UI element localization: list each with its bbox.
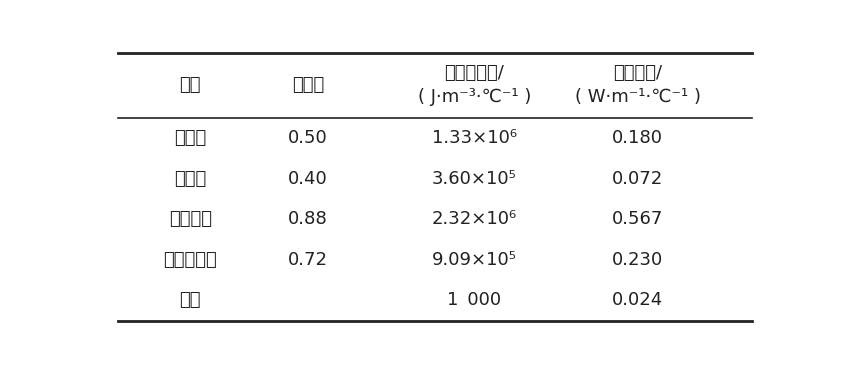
Text: 空气: 空气 (180, 292, 201, 309)
Text: 0.072: 0.072 (612, 170, 663, 188)
Text: 醋酸纤维段: 醋酸纤维段 (164, 251, 217, 269)
Text: 0.72: 0.72 (288, 251, 328, 269)
Text: 0.180: 0.180 (612, 129, 663, 147)
Text: 聚乳酸段: 聚乳酸段 (169, 210, 212, 228)
Text: 0.88: 0.88 (288, 210, 328, 228)
Text: 空隙率: 空隙率 (292, 77, 324, 94)
Text: 1.33×10⁶: 1.33×10⁶ (432, 129, 517, 147)
Text: 9.09×10⁵: 9.09×10⁵ (432, 251, 517, 269)
Text: 0.230: 0.230 (612, 251, 663, 269)
Text: ( J·m⁻³·℃⁻¹ ): ( J·m⁻³·℃⁻¹ ) (418, 88, 531, 106)
Text: 0.024: 0.024 (612, 292, 663, 309)
Text: 0.50: 0.50 (288, 129, 328, 147)
Text: 体积比热容/: 体积比热容/ (444, 64, 504, 83)
Text: 0.567: 0.567 (612, 210, 663, 228)
Text: 位置: 位置 (180, 77, 201, 94)
Text: 中空段: 中空段 (175, 170, 207, 188)
Text: 导热系数/: 导热系数/ (613, 64, 663, 83)
Text: ( W·m⁻¹·℃⁻¹ ): ( W·m⁻¹·℃⁻¹ ) (575, 88, 701, 106)
Text: 0.40: 0.40 (288, 170, 328, 188)
Text: 2.32×10⁶: 2.32×10⁶ (432, 210, 517, 228)
Text: 1 000: 1 000 (448, 292, 502, 309)
Text: 烟芜段: 烟芜段 (175, 129, 207, 147)
Text: 3.60×10⁵: 3.60×10⁵ (432, 170, 517, 188)
